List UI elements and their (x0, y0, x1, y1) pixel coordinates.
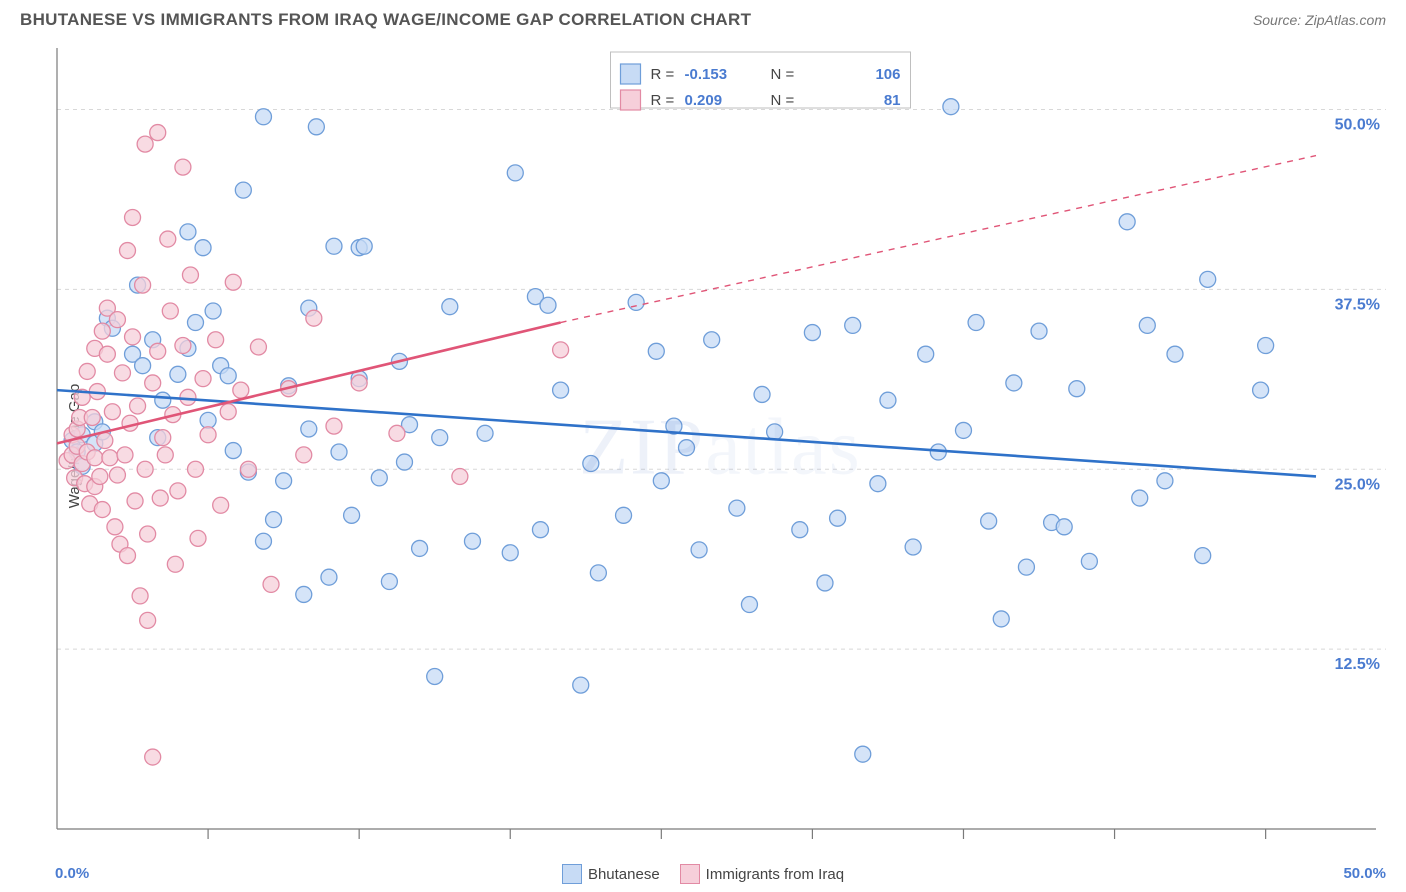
svg-text:12.5%: 12.5% (1335, 656, 1380, 673)
scatter-chart: ZIPatlas 12.5%25.0%37.5%50.0%R =-0.153N … (55, 48, 1386, 847)
legend-item-iraq: Immigrants from Iraq (680, 864, 844, 884)
svg-text:37.5%: 37.5% (1335, 296, 1380, 313)
svg-text:N =: N = (771, 92, 795, 109)
svg-text:25.0%: 25.0% (1335, 476, 1380, 493)
swatch-bhutanese (562, 864, 582, 884)
swatch-iraq (680, 864, 700, 884)
svg-text:106: 106 (875, 66, 900, 83)
page-title: BHUTANESE VS IMMIGRANTS FROM IRAQ WAGE/I… (20, 10, 751, 30)
svg-text:-0.153: -0.153 (685, 66, 728, 83)
legend-label-iraq: Immigrants from Iraq (706, 866, 844, 883)
svg-text:R =: R = (651, 66, 675, 83)
legend-label-bhutanese: Bhutanese (588, 866, 660, 883)
svg-text:R =: R = (651, 92, 675, 109)
bottom-legend: Bhutanese Immigrants from Iraq (0, 864, 1406, 884)
svg-text:50.0%: 50.0% (1335, 117, 1380, 134)
svg-text:N =: N = (771, 66, 795, 83)
chart-svg: 12.5% 25.0% 37.5% 50.0% R = -0.153 N = 106 R = 0.… (55, 48, 1386, 847)
svg-text:0.209: 0.209 (685, 92, 723, 109)
legend-item-bhutanese: Bhutanese (562, 864, 660, 884)
source-attribution: Source: ZipAtlas.com (1253, 12, 1386, 28)
svg-text:81: 81 (884, 92, 901, 109)
